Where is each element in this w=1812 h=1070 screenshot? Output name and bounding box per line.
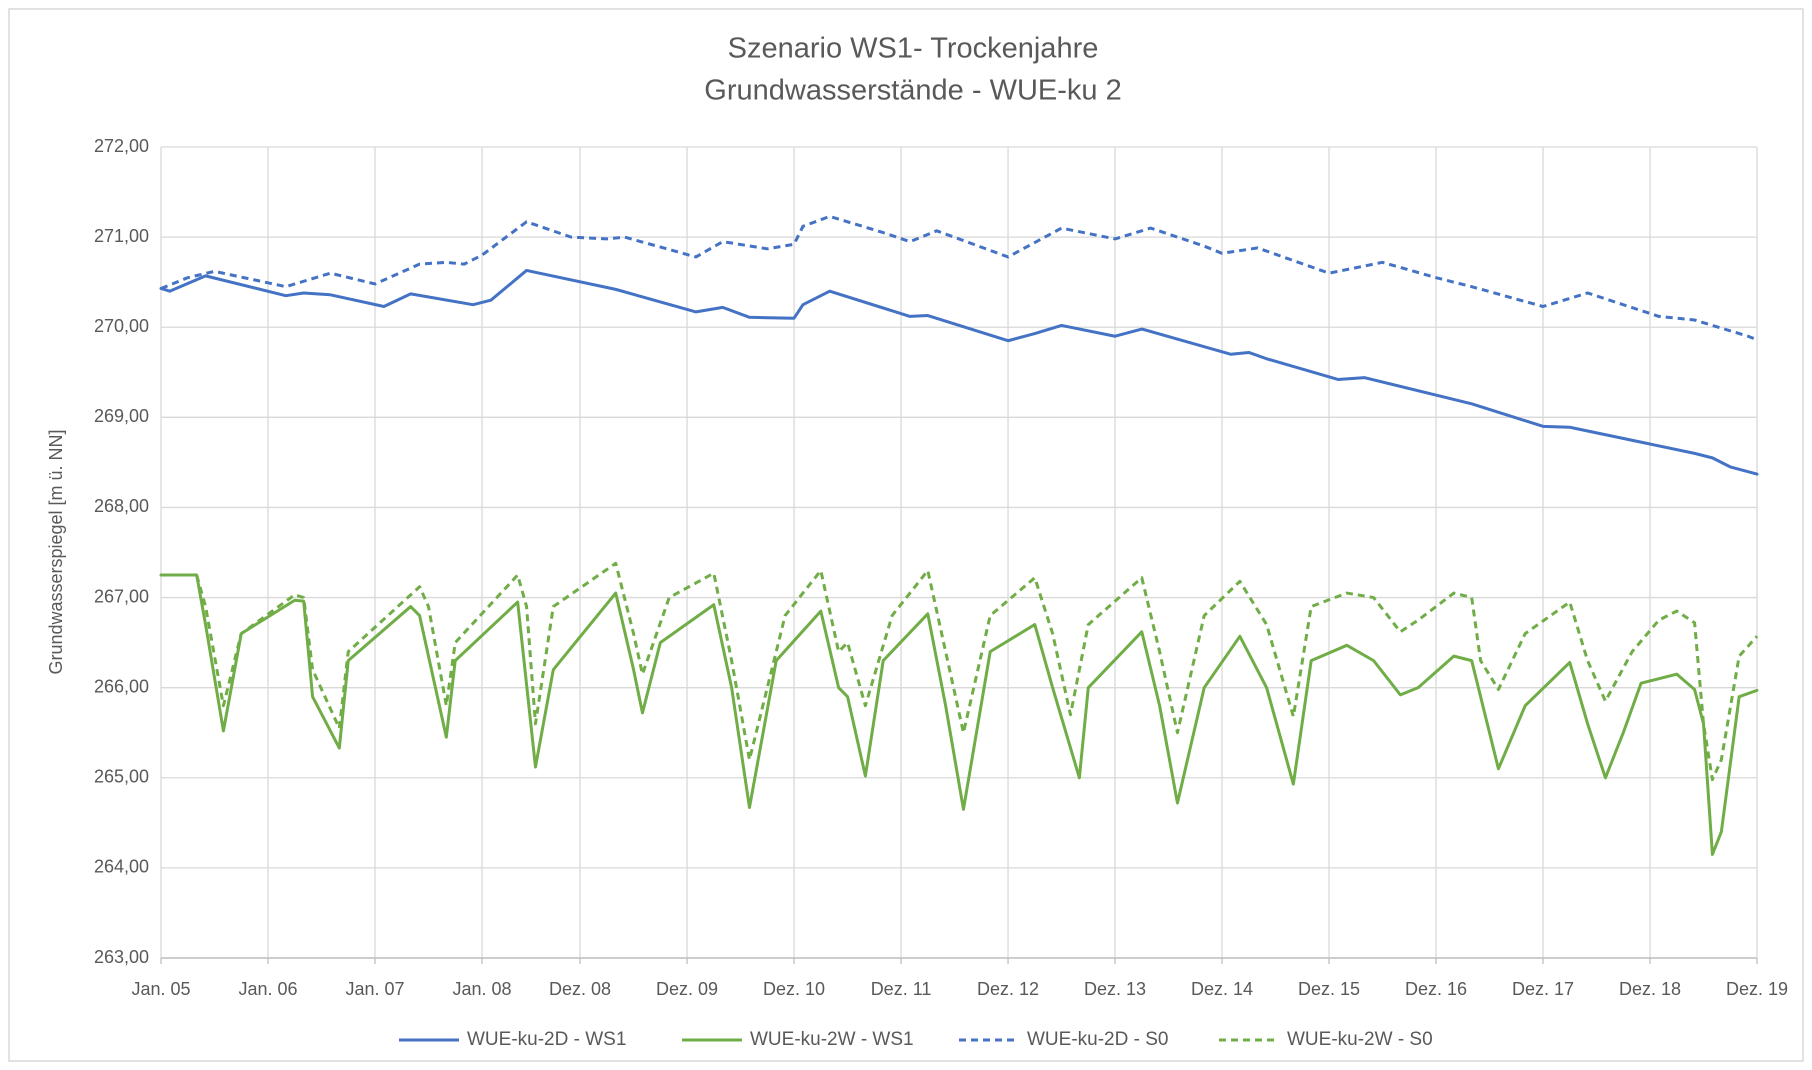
x-tick-label: Jan. 06 — [238, 979, 297, 999]
chart-border — [8, 8, 1804, 1062]
chart-subtitle: Grundwasserstände - WUE-ku 2 — [704, 75, 1121, 107]
series-line — [161, 561, 1759, 782]
x-tick-label: Dez. 13 — [1084, 979, 1146, 999]
y-tick-label: 265,00 — [94, 767, 149, 787]
y-tick-label: 269,00 — [94, 406, 149, 426]
series-line — [160, 214, 1758, 342]
x-tick-label: Jan. 07 — [345, 979, 404, 999]
x-tick-label: Dez. 11 — [871, 979, 932, 999]
x-tick-label: Dez. 15 — [1298, 979, 1360, 999]
y-axis-label: Grundwasserspiegel [m ü. NN] — [46, 429, 66, 674]
x-tick-label: Dez. 09 — [656, 979, 718, 999]
y-tick-label: 263,00 — [94, 947, 149, 967]
x-tick-label: Dez. 08 — [549, 979, 611, 999]
x-tick-label: Jan. 08 — [452, 979, 511, 999]
y-tick-label: 271,00 — [94, 226, 149, 246]
series-line — [159, 573, 1759, 856]
x-tick-label: Dez. 17 — [1512, 979, 1574, 999]
y-tick-label: 268,00 — [94, 496, 149, 516]
legend-label: WUE-ku-2W - WS1 — [750, 1029, 914, 1050]
x-tick-label: Dez. 16 — [1405, 979, 1467, 999]
y-tick-label: 267,00 — [94, 586, 149, 606]
x-tick-label: Dez. 12 — [977, 979, 1039, 999]
x-tick-label: Dez. 10 — [763, 979, 825, 999]
x-tick-label: Dez. 14 — [1191, 979, 1253, 999]
legend-label: WUE-ku-2D - S0 — [1027, 1029, 1168, 1050]
x-tick-label: Jan. 05 — [131, 979, 190, 999]
legend-label: WUE-ku-2D - WS1 — [467, 1029, 626, 1050]
y-tick-label: 270,00 — [94, 316, 149, 336]
legend-label: WUE-ku-2W - S0 — [1287, 1029, 1433, 1050]
x-tick-label: Dez. 18 — [1619, 979, 1681, 999]
y-tick-label: 272,00 — [94, 136, 149, 156]
y-tick-label: 264,00 — [94, 857, 149, 877]
y-tick-label: 266,00 — [94, 676, 149, 696]
x-tick-label: Dez. 19 — [1726, 979, 1788, 999]
series-line — [159, 268, 1759, 476]
chart-title: Szenario WS1- Trockenjahre — [728, 33, 1099, 65]
